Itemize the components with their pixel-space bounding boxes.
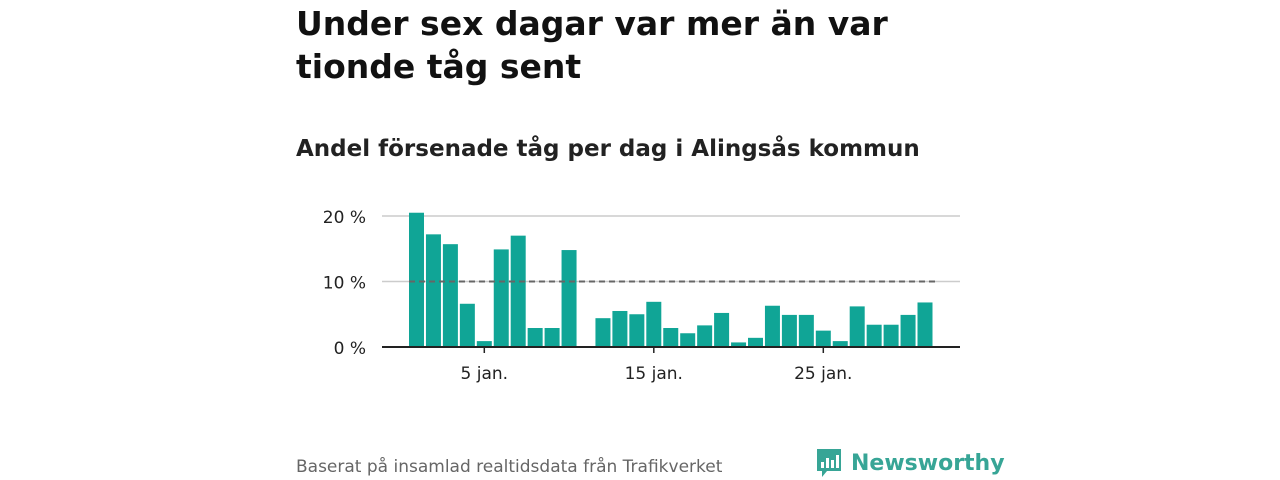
- chart-subtitle: Andel försenade tåg per dag i Alingsås k…: [296, 136, 920, 162]
- bar: [680, 333, 696, 347]
- bar: [629, 314, 645, 347]
- bar: [527, 328, 543, 347]
- bar: [781, 314, 797, 347]
- bar: [815, 330, 831, 348]
- bar: [714, 312, 730, 347]
- bar: [442, 244, 458, 347]
- bar: [561, 250, 577, 347]
- y-tick-label: 0 %: [334, 339, 366, 359]
- bar: [832, 341, 848, 347]
- bar: [866, 324, 882, 347]
- bar: [612, 310, 628, 347]
- newsworthy-logo-icon: [817, 449, 841, 477]
- brand-name: Newsworthy: [851, 450, 1005, 476]
- axes: 0 % 10 % 20 % 5 jan. 15 jan. 25 jan.: [323, 208, 960, 384]
- bar: [883, 324, 899, 347]
- bar: [476, 341, 492, 347]
- bar: [425, 234, 441, 347]
- bar: [748, 337, 763, 347]
- bar: [646, 301, 662, 347]
- bar: [697, 325, 713, 347]
- bar: [544, 328, 560, 347]
- bar: [900, 314, 916, 347]
- y-tick-label: 20 %: [323, 208, 366, 228]
- bar: [595, 318, 611, 347]
- bar: [731, 342, 747, 347]
- bar: [459, 303, 475, 347]
- brand-logo: Newsworthy: [815, 447, 1005, 479]
- x-tick-label: 25 jan.: [794, 364, 852, 384]
- x-tick-label: 15 jan.: [625, 364, 683, 384]
- bars: [409, 212, 933, 348]
- source-note: Baserat på insamlad realtidsdata från Tr…: [296, 457, 723, 477]
- bar: [798, 314, 814, 347]
- bar: [510, 235, 526, 347]
- bar: [663, 328, 679, 347]
- y-tick-label: 10 %: [323, 274, 366, 294]
- bar: [493, 249, 509, 347]
- bar: [764, 305, 780, 347]
- chart-title: Under sex dagar var mer än var tionde tå…: [296, 4, 888, 86]
- bar: [849, 306, 865, 347]
- grid-lines: [382, 215, 960, 283]
- bar-chart: 0 % 10 % 20 % 5 jan. 15 jan. 25 jan.: [323, 208, 960, 384]
- x-tick-label: 5 jan.: [461, 364, 509, 384]
- bar: [409, 212, 424, 347]
- bar: [917, 302, 933, 347]
